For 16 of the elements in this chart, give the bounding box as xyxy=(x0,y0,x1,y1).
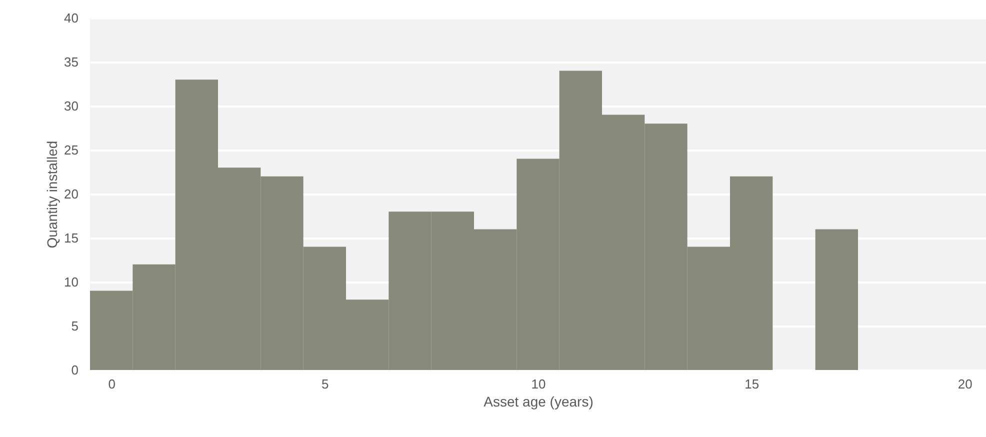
y-tick-label: 15 xyxy=(64,230,78,246)
y-tick-label: 20 xyxy=(64,186,78,202)
x-tick-label: 5 xyxy=(322,376,329,392)
x-tick-label: 0 xyxy=(108,376,116,392)
x-tick-label: 10 xyxy=(531,376,546,392)
y-tick-label: 0 xyxy=(71,362,78,378)
x-tick-label: 15 xyxy=(744,376,760,392)
y-tick-label: 30 xyxy=(64,98,78,114)
y-tick-label: 25 xyxy=(64,142,78,158)
y-tick-label: 35 xyxy=(64,54,78,70)
x-tick-label: 20 xyxy=(958,376,972,392)
y-tick-label: 40 xyxy=(64,10,78,26)
y-axis-title: Quantity installed xyxy=(44,140,60,248)
x-axis-title: Asset age (years) xyxy=(484,394,594,410)
y-tick-label: 5 xyxy=(71,318,78,334)
y-tick-label: 10 xyxy=(64,274,78,290)
